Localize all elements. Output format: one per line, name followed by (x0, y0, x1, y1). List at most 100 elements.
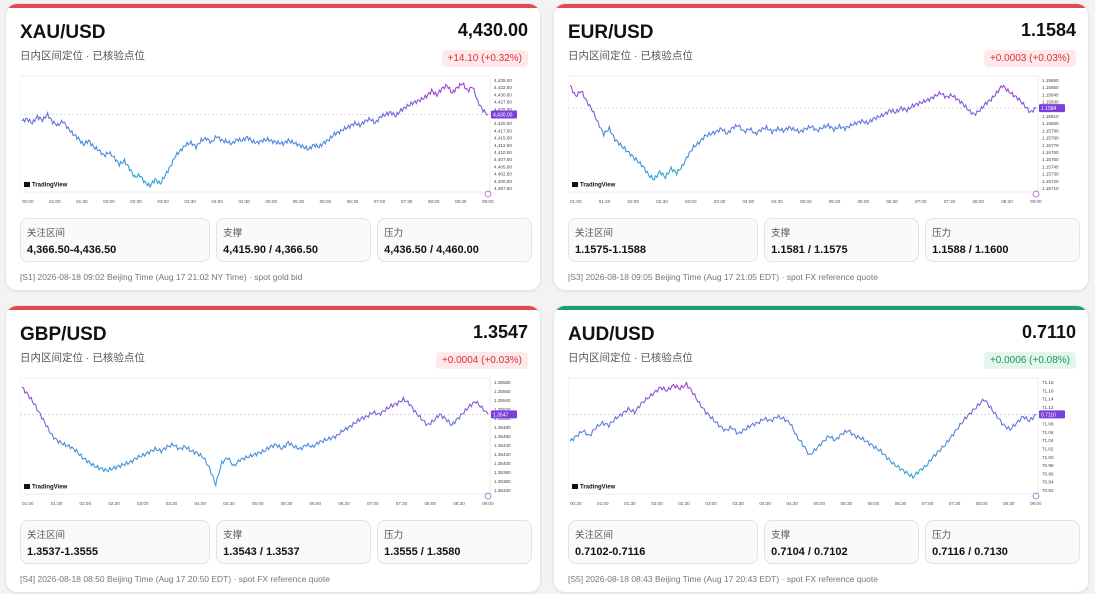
box-label: 关注区间 (27, 530, 66, 541)
price-tick-label: 1.15780 (1042, 136, 1059, 141)
price-tick-label: 4,412.50 (494, 143, 512, 148)
time-tick-label: 05:00 (800, 199, 812, 204)
time-tick-label: 03:30 (166, 501, 178, 506)
box-value: 1.1581 / 1.1575 (771, 244, 848, 256)
time-tick-label: 01:30 (624, 501, 636, 506)
time-tick-label: 01:00 (49, 199, 61, 204)
chart-settings-icon (1032, 190, 1040, 198)
price-tick-label: 4,410.00 (494, 150, 512, 155)
card-xauusd[interactable]: XAU/USD 4,430.00 日内区间定位 · 已核验点位 +14.10 (… (5, 3, 541, 291)
support-box: 支撑 1.3543 / 1.3537 (216, 520, 372, 564)
plot-area (20, 377, 491, 495)
card-eurusd[interactable]: EUR/USD 1.1584 日内区间定位 · 已核验点位 +0.0003 (+… (553, 3, 1089, 291)
change-badge: +0.0004 (+0.03%) (435, 352, 528, 369)
time-tick-label: 07:30 (949, 501, 961, 506)
focus-range-box: 关注区间 0.7102-0.7116 (568, 520, 759, 564)
time-tick-label: 07:00 (922, 501, 934, 506)
chart-settings-icon (484, 190, 492, 198)
support-box: 支撑 4,415.90 / 4,366.50 (216, 218, 372, 262)
box-label: 关注区间 (575, 530, 614, 541)
price-tick-label: 1.35420 (494, 452, 511, 457)
price-chart[interactable]: 1.35580 1.35560 1.35540 1.35520 1.35500 1.354… (20, 372, 530, 516)
price-tick-label: 4,400.00 (494, 179, 512, 184)
time-tick-label: 08:00 (976, 501, 988, 506)
tradingview-mark-icon (572, 182, 578, 187)
tradingview-logo: TradingView (24, 484, 68, 491)
box-label: 压力 (932, 530, 952, 541)
time-tick-label: 05:00 (252, 501, 264, 506)
support-box: 支撑 0.7104 / 0.7102 (764, 520, 920, 564)
price-tick-label: 1.15830 (1042, 100, 1059, 105)
price-chart[interactable]: 1.158601.158501.158401.158301.158201.158… (568, 70, 1078, 214)
price-tick-label: 1.15720 (1042, 179, 1059, 184)
box-label: 关注区间 (575, 228, 614, 239)
box-value: 4,436.50 / 4,460.00 (384, 244, 479, 256)
price-tick-label: 1.15760 (1042, 150, 1059, 155)
time-tick-label: 00:00 (22, 199, 34, 204)
current-price-tag (491, 410, 517, 419)
price-tick-label: 4,427.50 (494, 100, 512, 105)
card-subtitle: 日内区间定位 · 已核验点位 (568, 50, 693, 62)
time-tick-label: 08:30 (1003, 501, 1015, 506)
price-tick-label: 1.35480 (494, 425, 511, 430)
time-tick-label: 06:30 (895, 501, 907, 506)
price-chart[interactable]: 4,435.00 4,432.50 4,430.00 4,427.50 4,425.00… (20, 70, 530, 214)
time-tick-label: 03:00 (685, 199, 697, 204)
level-boxes: 关注区间 1.1575-1.1588 支撑 1.1581 / 1.1575 压力 1.… (568, 218, 1080, 262)
time-tick-label: 04:30 (771, 199, 783, 204)
box-value: 0.7104 / 0.7102 (771, 546, 848, 558)
price-tick-label: 1.35540 (494, 398, 511, 403)
price-tick-label: 71.00 (1042, 455, 1054, 460)
time-tick-label: 01:00 (597, 501, 609, 506)
price-series-line (569, 84, 1037, 181)
current-price-tag (1039, 104, 1065, 113)
time-tick-label: 04:00 (743, 199, 755, 204)
card-subtitle: 日内区间定位 · 已核验点位 (20, 50, 145, 62)
time-tick-label: 04:30 (223, 501, 235, 506)
box-label: 压力 (932, 228, 952, 239)
time-tick-label: 03:30 (732, 501, 744, 506)
price-tick-label: 71.02 (1042, 446, 1054, 451)
time-tick-label: 08:30 (455, 199, 467, 204)
time-tick-label: 06:30 (886, 199, 898, 204)
card-gbpusd[interactable]: GBP/USD 1.3547 日内区间定位 · 已核验点位 +0.0004 (+… (5, 305, 541, 593)
price-tick-label: 70.98 (1042, 463, 1054, 468)
box-value: 0.7102-0.7116 (575, 546, 646, 558)
time-tick-label: 05:00 (266, 199, 278, 204)
level-boxes: 关注区间 1.3537-1.3555 支撑 1.3543 / 1.3537 压力 1.… (20, 520, 532, 564)
time-tick-label: 08:00 (973, 199, 985, 204)
tradingview-logo: TradingView (24, 182, 68, 189)
time-tick-label: 03:00 (705, 501, 717, 506)
tradingview-brand: TradingView (32, 183, 68, 189)
price-tick-label: 1.15750 (1042, 157, 1059, 162)
box-label: 支撑 (223, 530, 243, 541)
price-tick-label: 1.15800 (1042, 121, 1059, 126)
box-label: 压力 (384, 530, 404, 541)
time-tick-label: 09:00 (1030, 199, 1042, 204)
time-tick-label: 00:30 (570, 501, 582, 506)
focus-range-box: 关注区间 1.1575-1.1588 (568, 218, 759, 262)
time-tick-label: 09:00 (1030, 501, 1042, 506)
price-chart[interactable]: 71.1871.1671.1471.1271.1071.0871.0671.04… (568, 372, 1078, 516)
price-tick-label: 4,417.50 (494, 128, 512, 133)
time-tick-label: 07:00 (915, 199, 927, 204)
price-tick-label: 1.35560 (494, 389, 511, 394)
tradingview-brand: TradingView (580, 485, 616, 491)
time-tick-label: 07:00 (367, 501, 379, 506)
price-tick-label: 71.16 (1042, 388, 1054, 393)
box-value: 1.3537-1.3555 (27, 546, 98, 558)
box-label: 支撑 (223, 228, 243, 239)
card-accent-bar (6, 4, 540, 8)
card-accent-bar (554, 4, 1088, 8)
time-tick-label: 09:00 (482, 199, 494, 204)
price-tick-label: 4,397.50 (494, 186, 512, 191)
price-tick-label: 4,415.00 (494, 136, 512, 141)
box-value: 0.7116 / 0.7130 (932, 546, 1008, 558)
time-tick-label: 07:00 (374, 199, 386, 204)
price-tick-label: 1.15860 (1042, 78, 1059, 83)
time-tick-label: 04:30 (786, 501, 798, 506)
time-tick-label: 03:30 (184, 199, 196, 204)
level-boxes: 关注区间 0.7102-0.7116 支撑 0.7104 / 0.7102 压力 0.… (568, 520, 1080, 564)
card-audusd[interactable]: AUD/USD 0.7110 日内区间定位 · 已核验点位 +0.0006 (+… (553, 305, 1089, 593)
price-tick-label: 1.35400 (494, 461, 511, 466)
